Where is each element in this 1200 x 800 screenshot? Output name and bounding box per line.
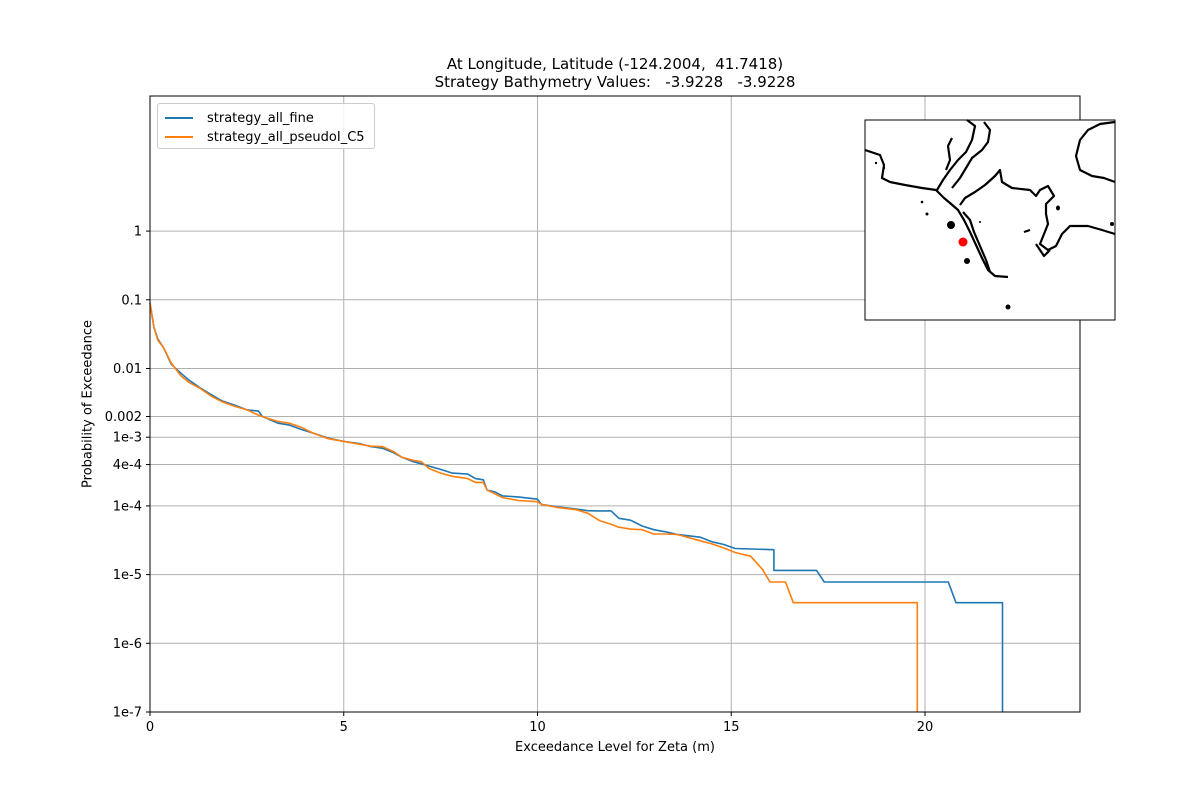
legend-item-fine: strategy_all_fine xyxy=(165,109,314,127)
coastline xyxy=(864,119,1116,279)
y-tick-label: 1e-4 xyxy=(113,499,142,514)
legend-label-fine: strategy_all_fine xyxy=(207,110,314,126)
coastline-fragments xyxy=(1023,228,1051,258)
legend-swatch-fine xyxy=(165,117,193,119)
coastline-main xyxy=(864,148,1009,279)
y-tick-label: 1e-7 xyxy=(113,706,142,721)
x-tick-label: 15 xyxy=(723,720,740,735)
chart-title: At Longitude, Latitude (-124.2004, 41.74… xyxy=(446,55,784,73)
series-line-pseudo xyxy=(149,302,919,712)
y-tick-label: 4e-4 xyxy=(113,458,142,473)
y-tick-label: 1e-3 xyxy=(113,431,142,446)
series-line-fine xyxy=(149,302,1004,712)
coastline-bay xyxy=(959,168,1116,252)
series-layer xyxy=(149,302,1004,712)
location-marker xyxy=(958,237,968,247)
legend-label-pseudo: strategy_all_pseudoI_C5 xyxy=(207,129,365,145)
legend: strategy_all_fine strategy_all_pseudoI_C… xyxy=(157,103,375,149)
y-tick-label: 0.002 xyxy=(105,410,142,425)
plot-frame xyxy=(149,95,1081,713)
y-tick-label: 0.1 xyxy=(121,293,142,308)
x-axis: 0 5 10 15 20 xyxy=(146,712,933,735)
river-channel xyxy=(936,119,977,191)
x-tick-label: 20 xyxy=(917,720,934,735)
y-axis-label: Probability of Exceedance xyxy=(80,320,96,488)
x-tick-label: 5 xyxy=(340,720,348,735)
legend-swatch-pseudo xyxy=(165,136,193,138)
y-tick-label: 1e-6 xyxy=(113,637,142,652)
y-tick-label: 0.01 xyxy=(113,362,142,377)
grid-lines xyxy=(149,96,1080,713)
x-tick-label: 0 xyxy=(146,720,154,735)
x-axis-label: Exceedance Level for Zeta (m) xyxy=(515,740,715,755)
y-tick-label: 1e-5 xyxy=(113,568,142,583)
y-axis: 1 0.1 0.01 0.002 1e-3 4e-4 1e-4 1e-5 1e-6 1e-7 xyxy=(105,225,150,721)
coastline-lake xyxy=(1074,120,1116,184)
coastline-spit xyxy=(962,211,992,273)
y-tick-label: 1 xyxy=(134,225,142,240)
inset-map xyxy=(864,119,1116,321)
river-channel-2 xyxy=(951,121,992,189)
islands xyxy=(874,161,1114,310)
legend-item-pseudo: strategy_all_pseudoI_C5 xyxy=(165,128,365,146)
chart-subtitle: Strategy Bathymetry Values: -3.9228 -3.9… xyxy=(434,73,796,91)
x-tick-label: 10 xyxy=(529,720,546,735)
river-channel-3 xyxy=(944,137,953,171)
inset-map-frame xyxy=(864,119,1116,321)
